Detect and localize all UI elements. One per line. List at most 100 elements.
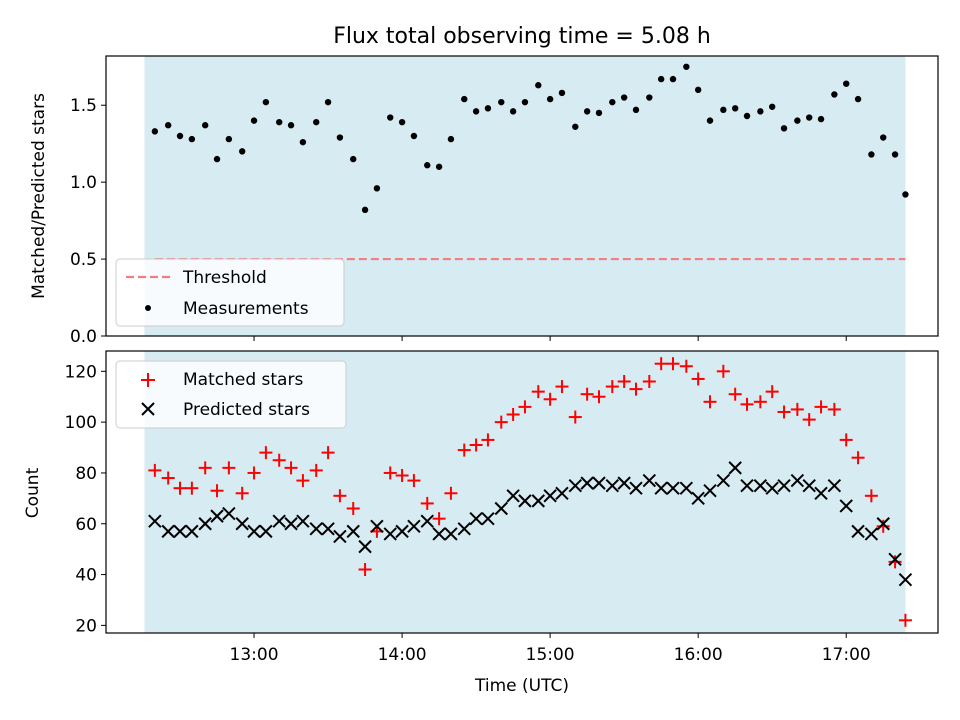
count-legend-box	[115, 360, 347, 429]
measurement-point	[817, 115, 825, 123]
matched-stars-point	[629, 382, 643, 396]
matched-stars-point	[555, 380, 569, 394]
predicted-stars-point-b	[898, 572, 913, 587]
matched-stars-point	[333, 489, 347, 503]
predicted-stars-point	[222, 506, 236, 521]
predicted-stars-point	[272, 514, 286, 528]
matched-stars-point	[851, 451, 865, 465]
measurement-point	[262, 98, 270, 106]
predicted-stars-point	[629, 481, 643, 495]
matched-stars-point	[753, 395, 767, 409]
measurement-point	[447, 135, 455, 143]
predicted-stars-point-b	[333, 529, 347, 544]
matched-stars-point	[148, 463, 162, 477]
matched-stars-point	[210, 484, 224, 498]
measurement-point	[806, 114, 813, 121]
matched-stars-point	[703, 395, 717, 409]
matched-stars-point	[716, 364, 730, 378]
measurement-point	[831, 91, 838, 98]
matched-stars-point	[198, 461, 212, 475]
predicted-stars-point-b	[839, 499, 853, 513]
predicted-stars-point	[642, 473, 657, 488]
predicted-stars-point	[580, 476, 594, 490]
predicted-stars-point-b	[666, 481, 680, 495]
predicted-stars-point	[358, 539, 372, 554]
measurement-point	[276, 118, 283, 126]
predicted-stars-point	[173, 524, 187, 539]
count-y-axis-label: Count	[23, 467, 43, 518]
matched-stars-point	[679, 359, 693, 373]
predicted-stars-point	[543, 489, 557, 503]
predicted-stars-point	[864, 527, 879, 541]
measurement-point	[868, 151, 875, 158]
predicted-stars-point-b	[679, 481, 694, 495]
ratio-y-tick-label: 1.0	[70, 173, 97, 193]
count-y-tick-label: 20	[75, 616, 97, 636]
measurement-point	[743, 112, 751, 120]
measurement-point	[435, 163, 443, 170]
predicted-stars-point-b	[777, 478, 791, 493]
predicted-stars-point	[753, 478, 768, 493]
measurement-point	[595, 109, 603, 117]
measurement-point	[683, 63, 690, 70]
measurement-point	[213, 155, 221, 163]
predicted-stars-point	[420, 514, 434, 528]
predicted-stars-point	[432, 527, 446, 541]
predicted-stars-point	[654, 481, 668, 495]
count-y-tick-label: 40	[75, 566, 97, 586]
predicted-stars-point	[703, 484, 717, 498]
matched-stars-point	[691, 372, 705, 386]
matched-stars-point	[432, 512, 446, 526]
matched-stars-point	[444, 486, 458, 500]
matched-stars-point	[506, 408, 520, 422]
predicted-stars-point-b	[518, 494, 532, 508]
matched-stars-point	[876, 519, 890, 533]
matched-stars-point	[888, 555, 902, 569]
matched-stars-point	[543, 392, 557, 406]
matched-stars-point	[173, 481, 187, 495]
predicted-stars-point-b	[284, 517, 298, 531]
measurement-point	[424, 162, 431, 169]
matched-stars-point	[161, 471, 175, 485]
predicted-stars-point-b	[481, 511, 495, 526]
predicted-stars-point	[185, 524, 199, 539]
predicted-stars-point-b	[728, 461, 742, 475]
predicted-stars-point	[235, 517, 249, 531]
measurement-point	[780, 125, 788, 132]
measurement-point	[902, 191, 909, 198]
matched-stars-legend-label: Matched stars	[183, 370, 303, 390]
predicted-stars-point	[839, 499, 853, 513]
measurement-point	[238, 148, 246, 155]
predicted-stars-point-b	[444, 527, 458, 541]
matched-stars-point	[481, 433, 495, 447]
count-legend: Matched stars Predicted stars	[115, 360, 347, 429]
predicted-stars-point-b	[814, 486, 828, 500]
predicted-stars-point-b	[259, 524, 273, 539]
matched-stars-point	[346, 502, 360, 516]
matched-stars-point	[642, 374, 656, 388]
predicted-stars-point-b	[185, 524, 199, 539]
predicted-stars-point-b	[753, 478, 768, 493]
predicted-stars-point	[161, 524, 175, 539]
matched-stars-point	[321, 446, 335, 460]
predicted-stars-point	[481, 511, 495, 526]
count-x-tick-label: 16:00	[674, 645, 723, 665]
predicted-stars-point-b	[370, 519, 384, 534]
predicted-stars-point	[346, 524, 360, 539]
predicted-stars-point-b	[827, 478, 842, 493]
measurement-point	[669, 75, 677, 83]
predicted-stars-point-b	[358, 539, 372, 554]
count-y-tick-label: 60	[75, 515, 97, 535]
predicted-stars-point-b	[568, 478, 583, 493]
measurement-point	[843, 80, 850, 87]
predicted-stars-point-b	[247, 524, 261, 539]
matched-stars-point	[802, 413, 816, 427]
matched-stars-point	[247, 466, 261, 480]
predicted-stars-point	[827, 478, 842, 493]
predicted-stars-point-b	[457, 522, 471, 536]
matched-stars-point	[407, 474, 421, 488]
predicted-stars-point-b	[888, 552, 902, 567]
measurement-point	[164, 122, 172, 129]
predicted-stars-point-b	[876, 517, 890, 531]
predicted-stars-point-b	[506, 489, 520, 503]
